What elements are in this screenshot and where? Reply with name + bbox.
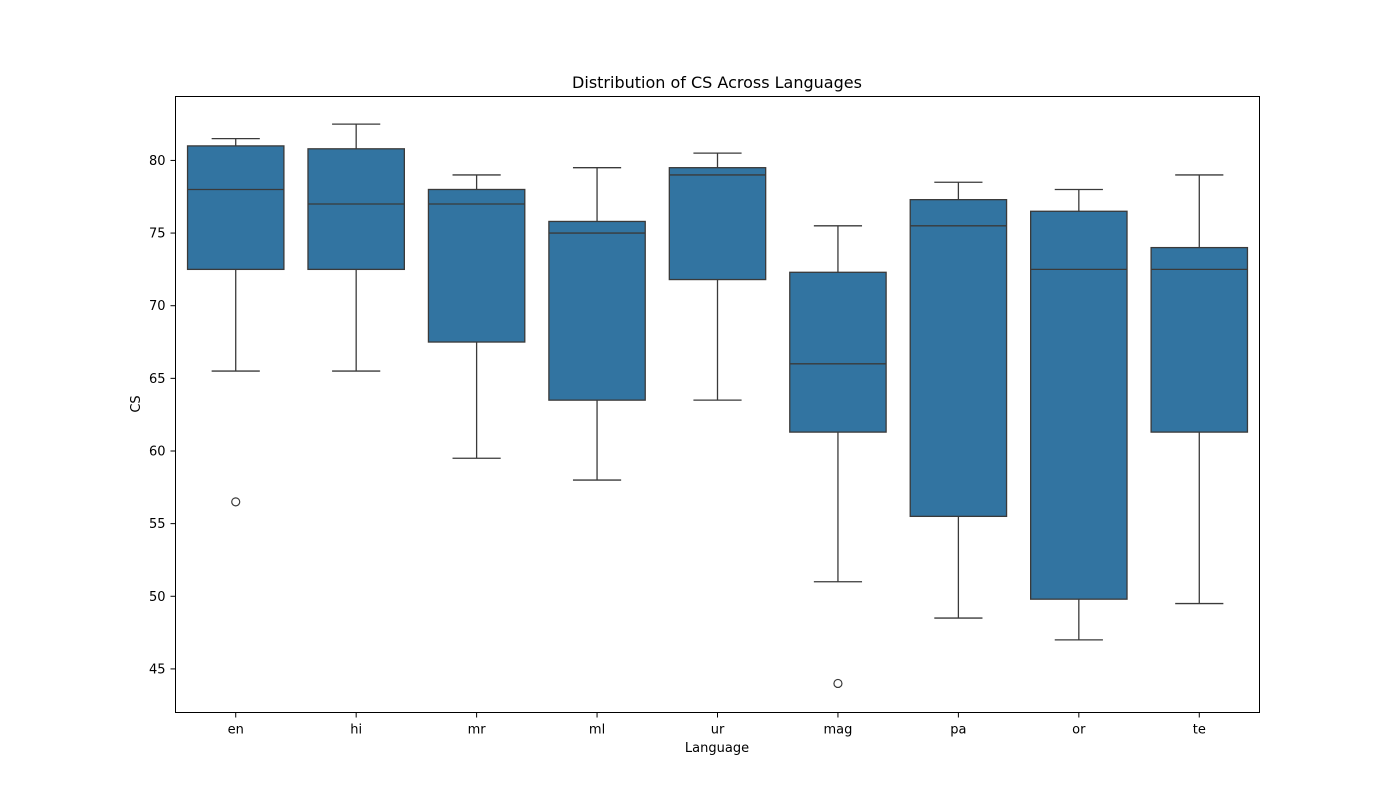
x-tick-label: hi	[350, 723, 362, 738]
box-group-ml	[548, 167, 646, 481]
y-tick-label: 50	[149, 590, 166, 605]
box-group-or	[1030, 188, 1128, 641]
box-te	[1150, 246, 1249, 433]
box-group-pa	[909, 181, 1008, 619]
box-group-ur	[668, 152, 767, 401]
box-group-hi	[307, 123, 405, 372]
chart-title: Distribution of CS Across Languages	[572, 73, 862, 92]
outlier-point	[833, 678, 843, 689]
y-tick-label: 70	[149, 299, 166, 314]
x-tick-label: en	[228, 723, 244, 738]
box-group-mag	[789, 225, 887, 689]
y-axis-label: CS	[129, 395, 144, 412]
box-group-te	[1150, 174, 1249, 605]
box-en	[186, 145, 285, 271]
x-axis: en hi mr ml ur mag pa or te	[228, 712, 1206, 738]
x-axis-label: Language	[685, 741, 749, 756]
box-ur	[668, 167, 767, 281]
box-pa	[909, 199, 1008, 518]
box-hi	[307, 148, 405, 271]
box-group-en	[186, 137, 285, 507]
x-tick-label: ur	[711, 723, 725, 738]
x-tick-label: ml	[589, 723, 605, 738]
plot-area	[186, 123, 1249, 689]
box-mr	[427, 188, 526, 343]
x-tick-label: te	[1193, 723, 1206, 738]
box-mag	[789, 271, 887, 433]
x-tick-label: or	[1072, 723, 1086, 738]
y-tick-label: 65	[149, 372, 166, 387]
x-tick-label: pa	[950, 723, 966, 738]
box-or	[1030, 210, 1128, 600]
y-tick-label: 75	[149, 227, 166, 242]
outlier-point	[231, 497, 241, 507]
x-tick-label: mag	[823, 723, 852, 738]
box-group-mr	[427, 174, 526, 459]
y-tick-label: 80	[149, 154, 166, 169]
y-tick-label: 55	[149, 517, 166, 532]
y-tick-label: 60	[149, 444, 166, 459]
y-axis: 45 50 55 60 65 70 75 80	[149, 154, 176, 677]
box-ml	[548, 220, 646, 401]
x-tick-label: mr	[468, 723, 487, 738]
y-tick-label: 45	[149, 662, 166, 677]
